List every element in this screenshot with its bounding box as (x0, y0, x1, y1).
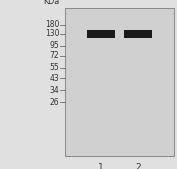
Text: KDa: KDa (43, 0, 59, 6)
Text: 2: 2 (135, 163, 141, 169)
Bar (65, 8, 174, 156)
Bar (124, 30, 152, 38)
Bar (87, 30, 115, 38)
Text: 34: 34 (50, 86, 59, 95)
Text: 43: 43 (50, 74, 59, 83)
Text: 72: 72 (50, 51, 59, 61)
Text: 130: 130 (45, 29, 59, 38)
Text: 95: 95 (50, 41, 59, 50)
Text: 26: 26 (50, 98, 59, 106)
Text: 1: 1 (98, 163, 104, 169)
Text: 180: 180 (45, 20, 59, 29)
Text: 55: 55 (50, 63, 59, 72)
